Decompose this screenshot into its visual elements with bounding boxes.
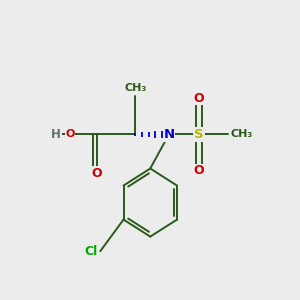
Text: O: O <box>65 130 75 140</box>
Text: N: N <box>163 128 174 141</box>
Text: H: H <box>51 128 61 141</box>
Text: Cl: Cl <box>85 245 98 258</box>
Text: O: O <box>194 92 204 104</box>
Text: O: O <box>194 164 204 178</box>
Text: S: S <box>194 128 204 141</box>
Text: CH₃: CH₃ <box>124 83 146 93</box>
Text: CH₃: CH₃ <box>230 130 253 140</box>
Text: O: O <box>92 167 102 180</box>
